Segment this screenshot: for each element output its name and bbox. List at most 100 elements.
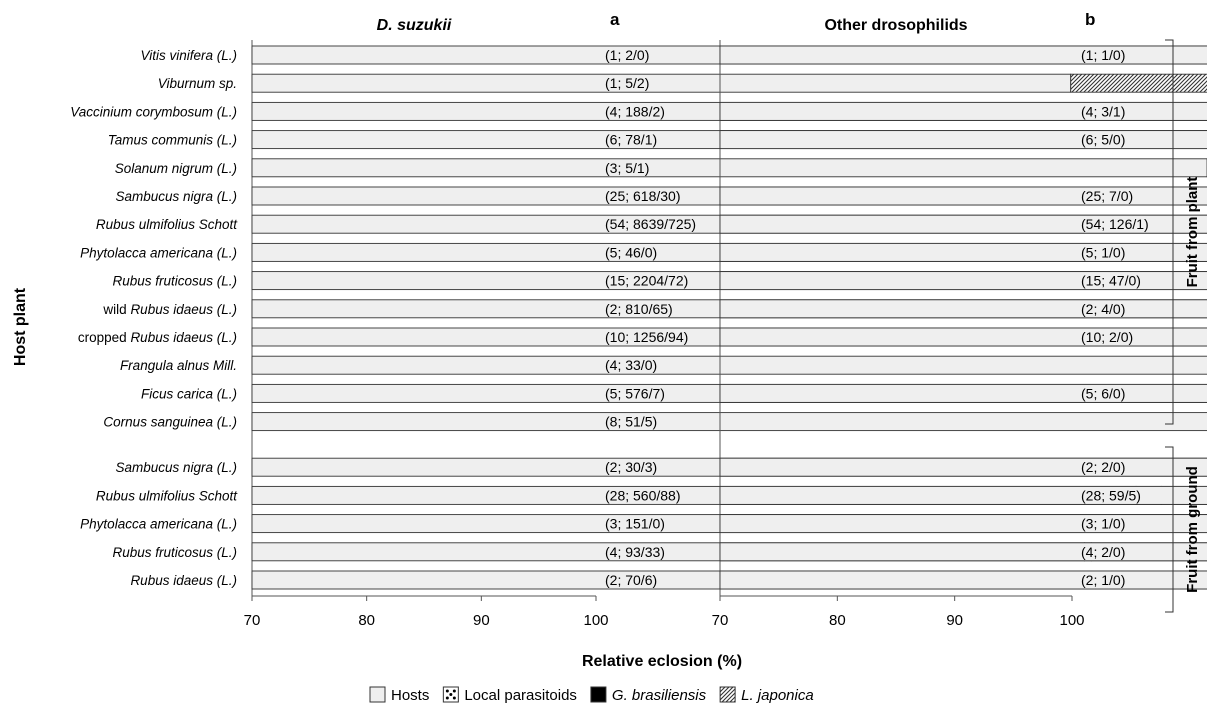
bar-data-label: (10; 2/0): [1081, 329, 1133, 345]
legend-dot: [452, 689, 456, 693]
bar-segment-hosts: [719, 101, 1207, 121]
bar-segment-hosts: [251, 355, 1207, 375]
bar-data-label: (5; 46/0): [605, 244, 657, 260]
legend-label: L. japonica: [741, 687, 814, 704]
y-axis-title: Host plant: [12, 287, 29, 366]
bar-data-label: (10; 1256/94): [605, 329, 688, 345]
bar-segment-hosts: [719, 242, 1207, 262]
panel-letter: a: [610, 10, 620, 29]
x-tick-label: 80: [829, 612, 846, 629]
bar-segment-hosts: [719, 457, 1207, 477]
host-plant-label: Rubus ulmifolius Schott: [96, 217, 238, 232]
group-label: Fruit from plant: [1184, 177, 1201, 288]
bar-data-label: (3; 1/0): [1081, 516, 1125, 532]
host-plant-label: Phytolacca americana (L.): [80, 245, 237, 260]
bar-data-label: (15; 2204/72): [605, 273, 688, 289]
bar-data-label: (4; 188/2): [605, 103, 665, 119]
bar-data-label: (28; 560/88): [605, 487, 681, 503]
bar-segment-hosts: [719, 383, 1207, 403]
bar-data-label: (2; 810/65): [605, 301, 673, 317]
bar-segment-hosts: [251, 158, 1207, 178]
bar-data-label: (2; 70/6): [605, 572, 657, 588]
legend-label: Hosts: [391, 687, 429, 704]
panel-title: Other drosophilids: [824, 17, 967, 34]
host-plant-label: Cornus sanguinea (L.): [103, 415, 237, 430]
legend-swatch: [719, 686, 736, 703]
x-tick-label: 90: [473, 612, 490, 629]
x-tick-label: 70: [712, 612, 729, 629]
bar-data-label: (3; 151/0): [605, 516, 665, 532]
panel-letter: b: [1085, 10, 1095, 29]
bar-data-label: (5; 6/0): [1081, 385, 1125, 401]
bar-data-label: (4; 3/1): [1081, 103, 1125, 119]
legend-swatch: [369, 686, 386, 703]
bar-segment-hosts: [719, 130, 1207, 150]
host-plant-label: Vitis vinifera (L.): [140, 48, 237, 63]
bar-data-label: (8; 51/5): [605, 414, 657, 430]
x-tick-label: 90: [946, 612, 963, 629]
bracket-line: [1165, 39, 1174, 425]
host-plant-label: Tamus communis (L.): [108, 133, 237, 148]
group-label: Fruit from ground: [1184, 466, 1201, 593]
bar-data-label: (4; 2/0): [1081, 544, 1125, 560]
bar-data-label: (5; 1/0): [1081, 244, 1125, 260]
bar-data-label: (4; 93/33): [605, 544, 665, 560]
bar-segment-hosts: [719, 45, 1207, 65]
panel-title: D. suzukii: [377, 17, 452, 34]
bar-data-label: (2; 1/0): [1081, 572, 1125, 588]
bracket-line: [1165, 446, 1174, 613]
bar-data-label: (15; 47/0): [1081, 273, 1141, 289]
bar-data-label: (2; 30/3): [605, 459, 657, 475]
bar-segment-ljap: [1070, 73, 1207, 93]
bar-segment-hosts: [251, 412, 1207, 432]
host-plant-label: Solanum nigrum (L.): [115, 161, 237, 176]
legend-dot: [452, 696, 456, 700]
x-axis-title: Relative eclosion (%): [582, 653, 742, 670]
bar-data-label: (2; 4/0): [1081, 301, 1125, 317]
bar-segment-hosts: [719, 514, 1207, 534]
legend-label: Local parasitoids: [464, 687, 577, 704]
bar-data-label: (54; 8639/725): [605, 216, 696, 232]
panel-b: Other drosophilids b 70 80 90 100 (1; 1/0) (4; …: [712, 10, 1207, 629]
bar-segment-hosts: [719, 327, 1207, 347]
host-plant-label: Rubus fruticosus (L.): [112, 274, 237, 289]
bar-segment-hosts: [719, 271, 1207, 291]
host-plant-label: Vaccinium corymbosum (L.): [70, 104, 237, 119]
host-plant-label: Sambucus nigra (L.): [115, 460, 237, 475]
host-plant-label: cropped Rubus idaeus (L.): [78, 330, 237, 345]
bar-data-label: (4; 33/0): [605, 357, 657, 373]
bar-data-label: (54; 126/1): [1081, 216, 1149, 232]
host-plant-label: Sambucus nigra (L.): [115, 189, 237, 204]
bar-segment-hosts: [719, 485, 1207, 505]
bar-segment-hosts: [719, 542, 1207, 562]
bar-data-label: (1; 5/2): [605, 75, 649, 91]
bar-segment-hosts: [719, 214, 1207, 234]
bar-data-label: (25; 7/0): [1081, 188, 1133, 204]
legend: Hosts Local parasitoids G. brasiliensis L. …: [369, 686, 814, 704]
host-plant-label: Ficus carica (L.): [141, 386, 237, 401]
bar-data-label: (1; 2/0): [605, 47, 649, 63]
bar-data-label: (5; 576/7): [605, 385, 665, 401]
bar-data-label: (3; 5/1): [605, 160, 649, 176]
bar-data-label: (25; 618/30): [605, 188, 681, 204]
host-plant-label: wild Rubus idaeus (L.): [102, 302, 237, 317]
host-plant-label: Rubus ulmifolius Schott: [96, 488, 238, 503]
legend-dot: [449, 693, 453, 696]
bar-data-label: (6; 5/0): [1081, 132, 1125, 148]
legend-dot: [445, 696, 449, 700]
bar-segment-hosts: [719, 570, 1207, 590]
bar-segment-hosts: [719, 299, 1207, 319]
group-bracket: Fruit from plant: [1165, 39, 1201, 425]
host-plant-label: Viburnum sp.: [158, 76, 237, 91]
x-tick-label: 70: [244, 612, 261, 629]
group-bracket: Fruit from ground: [1165, 446, 1201, 613]
x-tick-label: 100: [583, 612, 608, 629]
host-plant-label: Rubus idaeus (L.): [130, 573, 237, 588]
x-tick-label: 100: [1059, 612, 1084, 629]
host-plant-label: Rubus fruticosus (L.): [112, 545, 237, 560]
host-plant-label: Frangula alnus Mill.: [120, 358, 237, 373]
bar-data-label: (28; 59/5): [1081, 487, 1141, 503]
legend-dot: [445, 689, 449, 693]
bar-data-label: (6; 78/1): [605, 132, 657, 148]
legend-swatch: [590, 686, 607, 703]
